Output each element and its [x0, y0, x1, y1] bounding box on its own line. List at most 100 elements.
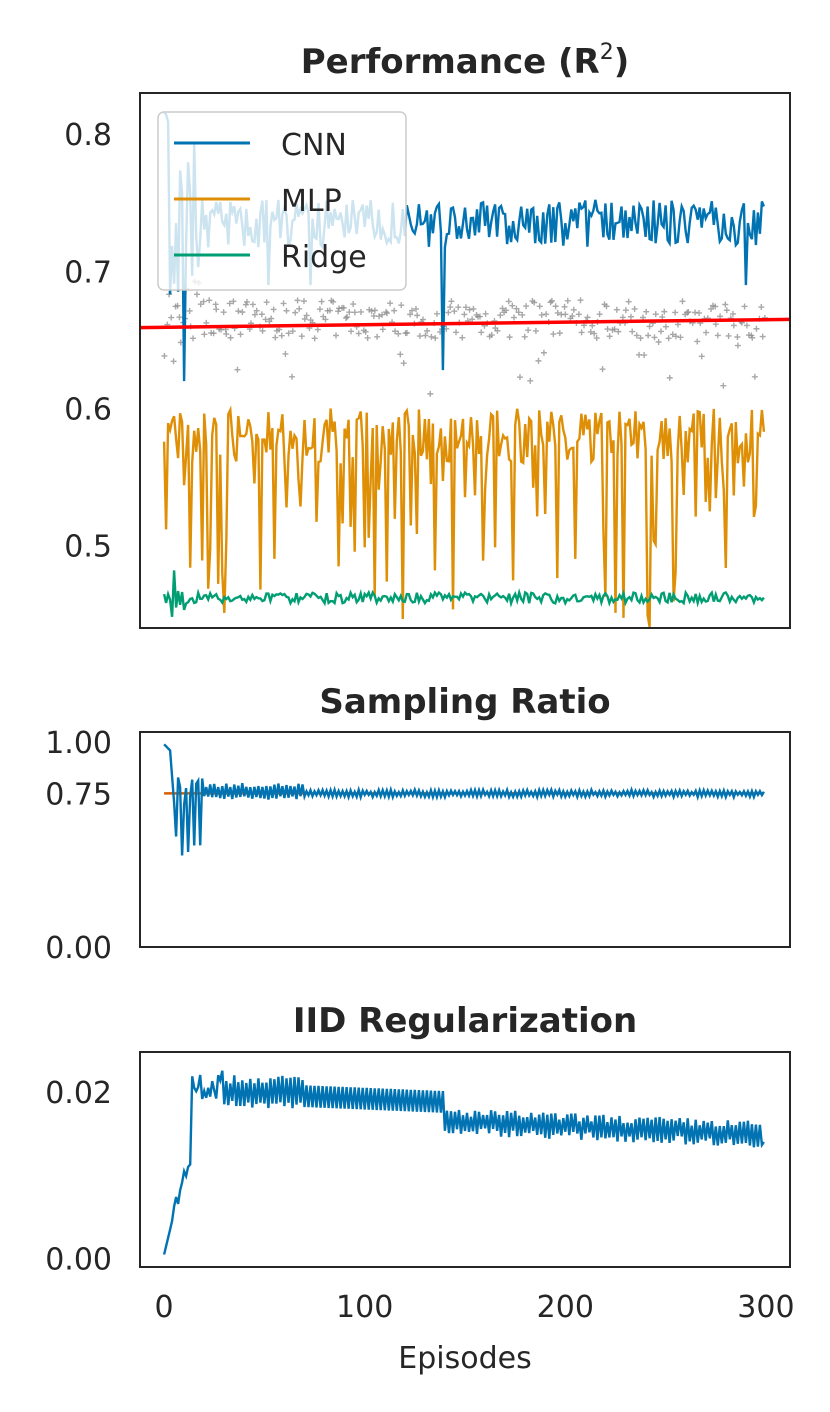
scatter-point [374, 333, 381, 340]
scatter-point [403, 329, 410, 336]
scatter-point [645, 332, 652, 339]
scatter-point [227, 334, 234, 341]
performance-plot-area [140, 111, 790, 628]
mlp-line [162, 405, 766, 628]
scatter-point [285, 330, 292, 337]
scatter-point [280, 300, 287, 307]
scatter-point [729, 310, 736, 317]
scatter-point [584, 314, 591, 321]
scatter-point [665, 335, 672, 342]
scatter-point [743, 322, 750, 329]
scatter-point [759, 333, 766, 340]
scatter-point [661, 308, 668, 315]
scatter-point [722, 301, 729, 308]
scatter-point [641, 352, 648, 359]
scatter-point [303, 312, 310, 319]
sampling-y-tick: 0.75 [45, 777, 112, 812]
scatter-point [613, 306, 620, 313]
scatter-point [593, 335, 600, 342]
scatter-point [637, 335, 644, 342]
scatter-point [383, 309, 390, 316]
scatter-point [578, 329, 585, 336]
scatter-point [362, 328, 369, 335]
scatter-point [470, 305, 477, 312]
scatter-point [333, 332, 340, 339]
scatter-point [448, 298, 455, 305]
scatter-point [723, 307, 730, 314]
scatter-point [379, 311, 386, 318]
scatter-point [636, 351, 643, 358]
legend-box [157, 111, 407, 291]
scatter-point [569, 313, 576, 320]
scatter-point [270, 306, 277, 313]
scatter-point [717, 313, 724, 320]
ridge-line [162, 570, 765, 617]
scatter-point [346, 309, 353, 316]
scatter-point [340, 304, 347, 311]
scatter-point [176, 314, 183, 321]
scatter-point [622, 307, 629, 314]
scatter-point [570, 306, 577, 313]
scatter-point [223, 331, 230, 338]
scatter-point [453, 329, 460, 336]
scatter-point [604, 326, 611, 333]
scatter-point [316, 306, 323, 313]
scatter-point [249, 301, 256, 308]
scatter-point [239, 309, 246, 316]
performance-title: Performance (R2) [301, 40, 630, 82]
iid-title: IID Regularization [293, 1001, 637, 1041]
scatter-point [603, 303, 610, 310]
scatter-point [561, 303, 568, 310]
scatter-point [314, 326, 321, 333]
scatter-point [292, 309, 299, 316]
scatter-point [311, 335, 318, 342]
performance-legend: CNN MLP Ridge [157, 111, 407, 291]
scatter-point [391, 307, 398, 314]
sampling-axes-frame [139, 731, 791, 948]
scatter-point [355, 330, 362, 337]
scatter-point [213, 306, 220, 313]
scatter-point [459, 334, 466, 341]
scatter-point [751, 373, 758, 380]
scatter-point [296, 305, 303, 312]
sampling-y-tick: 0.00 [45, 931, 112, 966]
scatter-point [516, 374, 523, 381]
scatter-point [242, 301, 249, 308]
scatter-point [186, 307, 193, 314]
iid-y-tick: 0.00 [45, 1243, 112, 1278]
scatter-point [251, 311, 258, 318]
scatter-point [343, 314, 350, 321]
scatter-point [268, 315, 275, 322]
performance-y-tick: 0.7 [64, 255, 112, 290]
scatter-point [672, 333, 679, 340]
scatter-point [397, 351, 404, 358]
scatter-point [655, 339, 662, 346]
scatter-point [494, 327, 501, 334]
scatter-point [596, 311, 603, 318]
scatter-point [168, 314, 175, 321]
x-tick: 300 [737, 1290, 794, 1325]
scatter-point [461, 311, 468, 318]
legend-cnn-label: CNN [281, 128, 347, 163]
scatter-point [371, 307, 378, 314]
scatter-point [408, 307, 415, 314]
scatter-point [294, 297, 301, 304]
scatter-point [677, 334, 684, 341]
scatter-point [599, 366, 606, 373]
performance-panel: Performance (R2) 0.5 0.6 0.7 0.8 CNN MLP Ri… [64, 40, 791, 629]
scatter-point [575, 311, 582, 318]
scatter-point [462, 304, 469, 311]
scatter-point [513, 305, 520, 312]
scatter-point [428, 333, 435, 340]
scatter-point [619, 314, 626, 321]
scatter-point [536, 303, 543, 310]
scatter-point [503, 307, 510, 314]
scatter-point [758, 304, 765, 311]
scatter-point [258, 311, 265, 318]
scatter-point [400, 360, 407, 367]
scatter-point [506, 334, 513, 341]
scatter-point [741, 303, 748, 310]
scatter-point [540, 349, 547, 356]
scatter-point [615, 328, 622, 335]
